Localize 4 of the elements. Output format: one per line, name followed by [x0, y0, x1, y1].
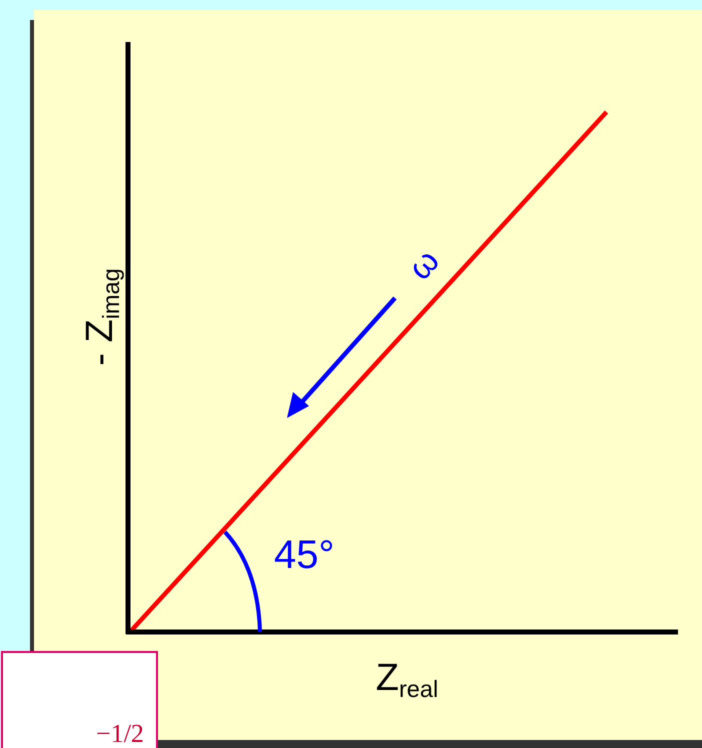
annotation: 45° [274, 533, 334, 577]
x-axis-title: Z$_{real}$ [376, 657, 438, 702]
text: −1/2 [96, 719, 144, 748]
annotation: ω [400, 242, 447, 288]
